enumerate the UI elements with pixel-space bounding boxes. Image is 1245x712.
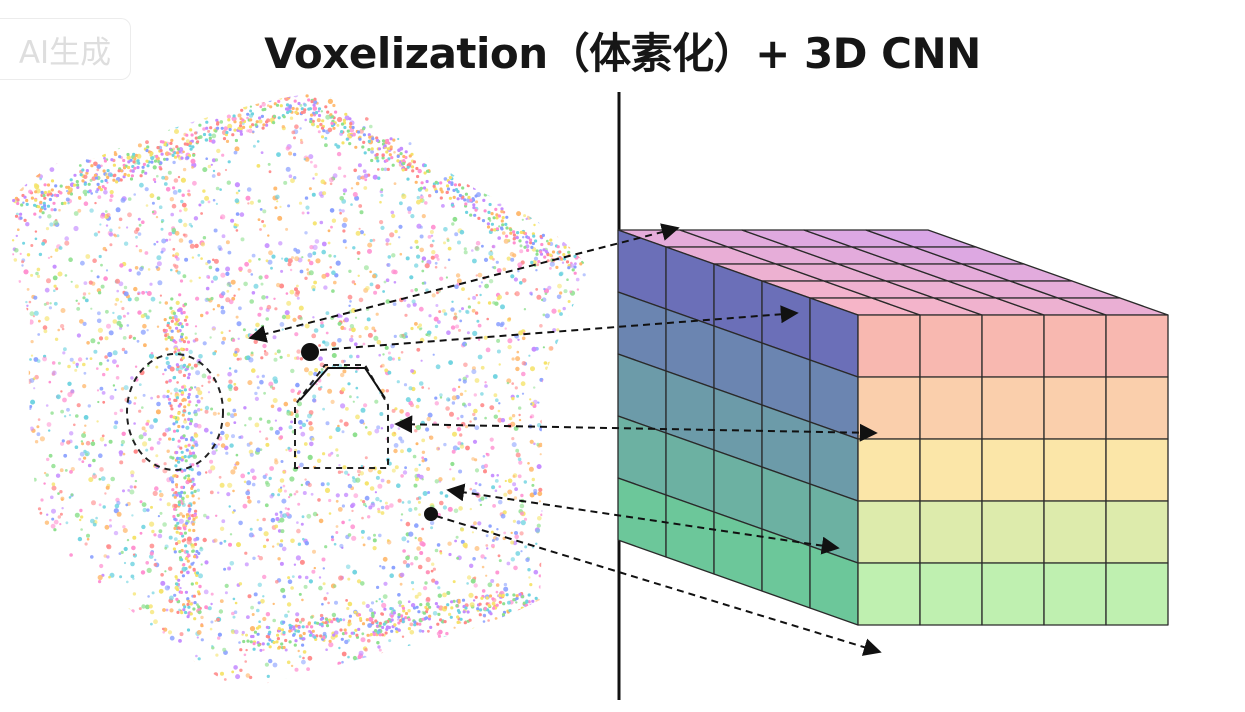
voxel-front-face bbox=[857, 438, 921, 502]
arrow-2 bbox=[319, 305, 799, 351]
point-marker-small bbox=[424, 507, 438, 521]
voxel-front-face bbox=[981, 562, 1045, 626]
arrow-4 bbox=[446, 483, 840, 555]
voxel-front-face bbox=[919, 376, 983, 440]
voxel-front-face bbox=[981, 500, 1045, 564]
voxel-front-face bbox=[1105, 314, 1169, 378]
voxel-front-face bbox=[1043, 438, 1107, 502]
ai-generated-badge: AI生成 bbox=[0, 18, 131, 80]
voxel-front-face bbox=[857, 562, 921, 626]
voxel-front-face bbox=[857, 314, 921, 378]
voxel-front-face bbox=[1043, 500, 1107, 564]
voxel-front-face bbox=[981, 314, 1045, 378]
diagram-title: Voxelization（体素化）+ 3D CNN bbox=[264, 29, 981, 78]
voxel-front-face bbox=[981, 376, 1045, 440]
mapping-arrows bbox=[248, 223, 882, 656]
voxel-front-face bbox=[857, 376, 921, 440]
voxel-front-face bbox=[981, 438, 1045, 502]
voxel-front-face bbox=[1105, 500, 1169, 564]
dashed-region-ellipse bbox=[126, 353, 224, 471]
point-cloud bbox=[5, 94, 590, 690]
voxel-front-face bbox=[1105, 562, 1169, 626]
voxel-front-face bbox=[1105, 376, 1169, 440]
voxel-front-face bbox=[1043, 314, 1107, 378]
arrow-3 bbox=[394, 415, 878, 442]
point-marker-large bbox=[301, 343, 319, 361]
voxel-front-face bbox=[919, 500, 983, 564]
arrow-5 bbox=[435, 515, 882, 656]
voxel-front-face bbox=[919, 314, 983, 378]
voxel-front-face bbox=[919, 438, 983, 502]
voxel-front-face bbox=[1105, 438, 1169, 502]
solid-region-arch bbox=[299, 367, 386, 401]
voxel-front-face bbox=[1043, 376, 1107, 440]
arrow-1 bbox=[248, 223, 680, 343]
voxel-front-face bbox=[1043, 562, 1107, 626]
voxel-front-face bbox=[857, 500, 921, 564]
voxel-grid bbox=[617, 229, 1169, 626]
voxel-front-face bbox=[919, 562, 983, 626]
